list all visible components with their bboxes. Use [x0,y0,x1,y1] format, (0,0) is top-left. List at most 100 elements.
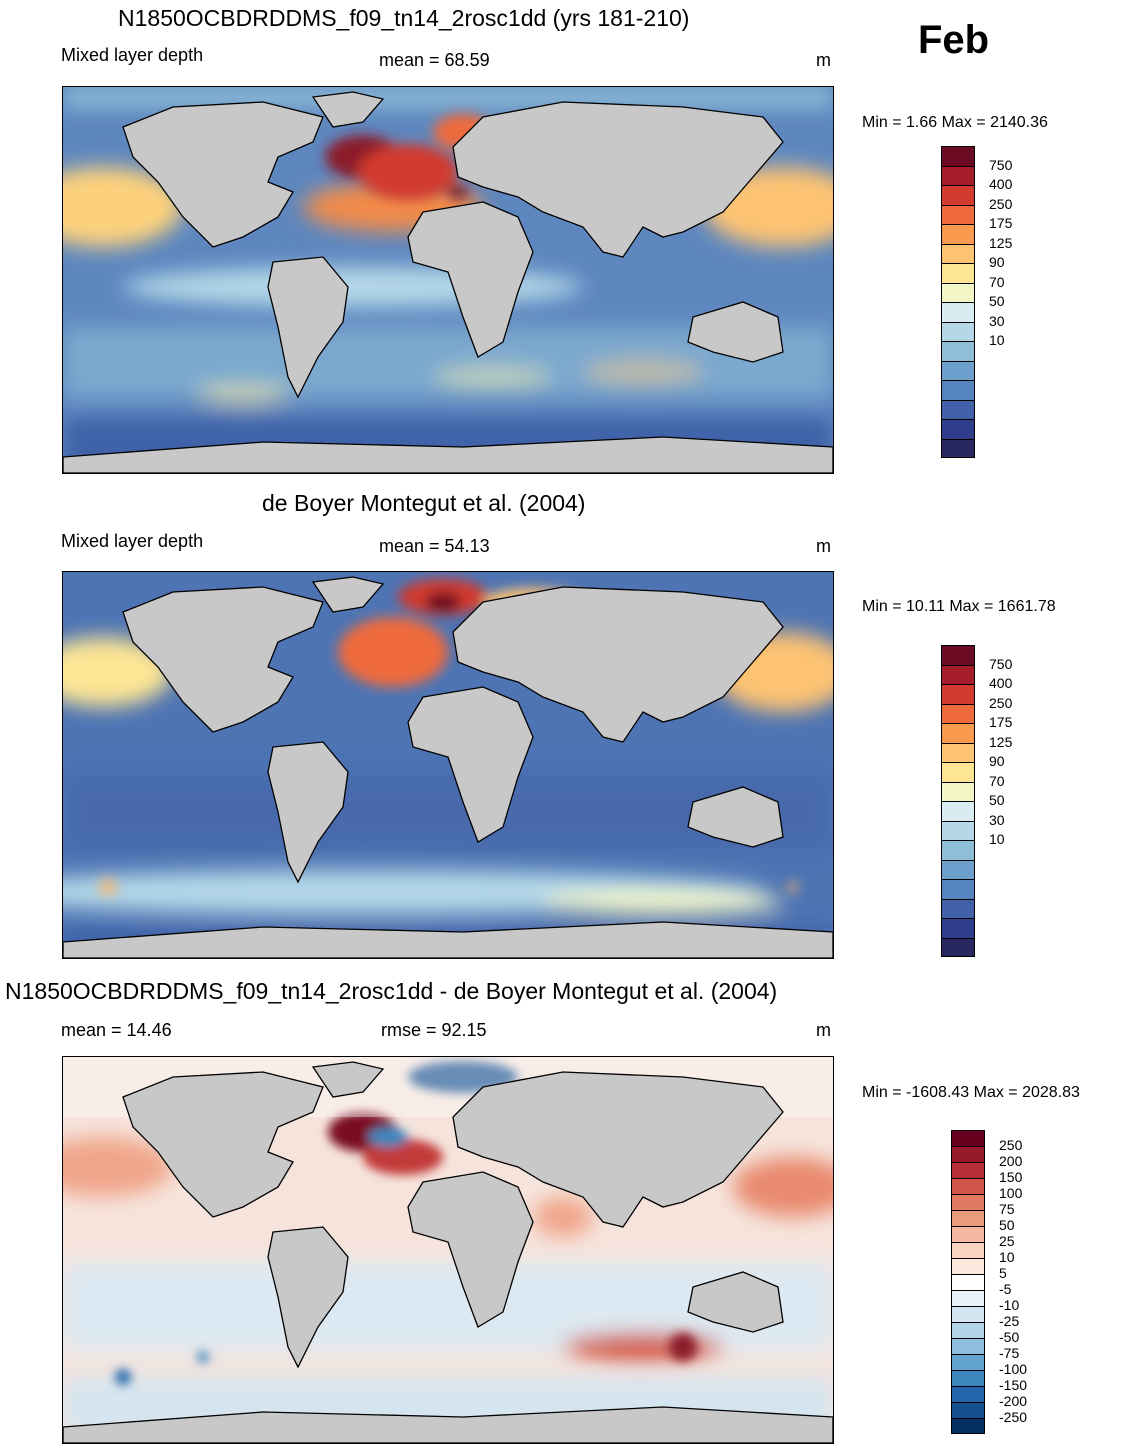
panel3-colorbar-label: 250 [999,1137,1023,1153]
panel2-colorbar-swatch [941,723,975,743]
panel3-land [63,1061,833,1443]
panel1-colorbar-swatch [941,204,975,224]
panel2-colorbar-label: 90 [989,753,1005,769]
panel1-title: N1850OCBDRDDMS_f09_tn14_2rosc1dd (yrs 18… [118,5,690,31]
panel3-colorbar-label: -50 [999,1329,1020,1345]
panel1-colorbar-label: 30 [989,312,1005,329]
panel2-colorbar-swatch [941,820,975,840]
panel1-colorbar-label: 400 [989,176,1013,192]
panel2-colorbar-label: 750 [989,655,1013,672]
panel2-colorbar-swatch [941,918,975,938]
panel1-colorbar-label: 250 [989,195,1013,212]
panel2-colorbar-swatch [941,664,975,684]
panel3-colorbar-label: 10 [999,1249,1015,1265]
panel2-colorbar-swatch [941,801,975,821]
panel3-colorbar-swatch [951,1274,985,1290]
panel3-colorbar-swatch [951,1386,985,1402]
panel3-colorbar-swatch [951,1162,985,1178]
panel2-colorbar-swatch [941,684,975,704]
panel3-colorbar-label: -150 [999,1377,1028,1393]
panel2-colorbar-label: 400 [989,675,1013,691]
panel3-colorbar-swatch [951,1130,985,1146]
panel1-colorbar-label: 10 [989,332,1005,348]
panel2-colorbar-swatch [941,781,975,801]
panel1-colorbar-label: 50 [989,293,1005,309]
panel3-minmax: Min = -1608.43 Max = 2028.83 [862,1084,1080,1101]
panel2-map [62,571,834,959]
panel3-colorbar-label: 50 [999,1217,1015,1233]
panel1-colorbar-swatch [941,302,975,322]
panel1-colorbar-swatch [941,146,975,166]
panel1-colorbar-swatch [941,243,975,263]
panel3-colorbar-label: -25 [999,1313,1020,1329]
panel2-colorbar-label: 70 [989,772,1005,789]
panel3-colorbar-swatch [951,1258,985,1274]
panel2-land [63,576,833,958]
panel3-colorbar-label: -100 [999,1361,1028,1377]
panel3-map [62,1056,834,1444]
panel3-colorbar-label: 100 [999,1185,1023,1201]
panel3-colorbar-label: 75 [999,1201,1015,1217]
panel1-minmax: Min = 1.66 Max = 2140.36 [862,114,1048,131]
panel2-minmax: Min = 10.11 Max = 1661.78 [862,598,1056,615]
panel1-colorbar-swatch [941,263,975,283]
panel1-colorbar-swatch [941,224,975,244]
panel2-colorbar-swatch [941,840,975,860]
panel3-colorbar-swatch [951,1178,985,1194]
panel3-colorbar-swatch [951,1290,985,1306]
panel3-colorbar-label: -200 [999,1393,1028,1409]
panel2-colorbar-swatch [941,742,975,762]
panel1-colorbar-swatch [941,165,975,185]
panel1-colorbar-swatch [941,321,975,341]
panel1-colorbar-swatch [941,419,975,439]
panel2-map-svg [63,572,833,958]
panel3-colorbar-swatch [951,1146,985,1162]
panel3-colorbar-swatch [951,1242,985,1258]
panel1-map-svg [63,87,833,473]
panel2-colorbar-swatch [941,879,975,899]
panel3-map-svg [63,1057,833,1443]
panel3-colorbar-swatch [951,1402,985,1418]
panel1-colorbar-swatch [941,360,975,380]
panel3-colorbar-swatch [951,1370,985,1386]
panel2-colorbar-label: 30 [989,811,1005,828]
panel3-colorbar-swatch [951,1418,985,1434]
panel3-colorbar-label: -75 [999,1345,1020,1361]
panel3-colorbar-label: -5 [999,1281,1012,1297]
panel2-colorbar-swatch [941,703,975,723]
panel2-colorbar-label: 125 [989,733,1013,750]
panel2-colorbar-swatch [941,898,975,918]
panel3-rmse-label: rmse = 92.15 [381,1020,487,1040]
panel3-colorbar-swatch [951,1338,985,1354]
panel2-colorbar-label: 10 [989,831,1005,847]
panel2-mean-label: mean = 54.13 [379,536,490,556]
panel3-colorbar-label: 200 [999,1153,1023,1169]
panel1-colorbar-swatch [941,341,975,361]
panel2-variable-label: Mixed layer depth [61,531,204,551]
panel3-title: N1850OCBDRDDMS_f09_tn14_2rosc1dd - de Bo… [5,978,778,1004]
panel1-colorbar-label: 175 [989,215,1013,231]
panel3-colorbar-swatch [951,1306,985,1322]
panel3-colorbar-swatch [951,1322,985,1338]
panel3-colorbar-swatch [951,1210,985,1226]
panel1-colorbar-swatch [941,399,975,419]
month-label: Feb [918,18,990,62]
panel3-colorbar-label: 5 [999,1265,1007,1281]
panel3-colorbar-label: -250 [999,1409,1028,1425]
panel1-colorbar-label: 750 [989,156,1013,173]
panel2-colorbar-swatch [941,762,975,782]
panel3-colorbar-swatch [951,1354,985,1370]
panel2-title: de Boyer Montegut et al. (2004) [262,490,586,516]
panel2-units: m [816,536,831,556]
panel1-colorbar-swatch [941,438,975,458]
panel1-colorbar-label: 70 [989,273,1005,290]
panel1-variable-label: Mixed layer depth [61,45,204,65]
panel2-colorbar-swatch [941,645,975,665]
panel1-colorbar-label: 90 [989,254,1005,270]
panel3-colorbar-swatch [951,1194,985,1210]
panel2-colorbar-label: 250 [989,694,1013,711]
panel3-colorbar-swatch [951,1226,985,1242]
panel2-colorbar-label: 50 [989,792,1005,808]
panel2-colorbar-label: 175 [989,714,1013,730]
panel1-colorbar-label: 125 [989,234,1013,251]
